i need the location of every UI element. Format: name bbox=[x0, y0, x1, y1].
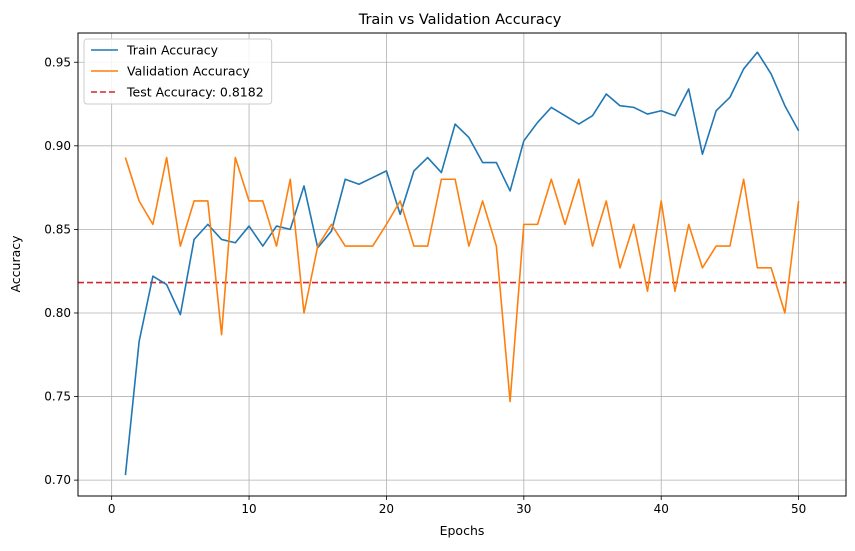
legend-label: Validation Accuracy bbox=[127, 64, 250, 79]
y-tick-label: 0.95 bbox=[44, 55, 71, 69]
x-tick-label: 10 bbox=[241, 502, 256, 516]
y-tick-label: 0.80 bbox=[44, 306, 71, 320]
validation-accuracy-line bbox=[124, 156, 800, 403]
y-tick-label: 0.75 bbox=[44, 390, 71, 404]
legend-box bbox=[83, 38, 273, 105]
legend-entry-train: Train Accuracy bbox=[91, 43, 219, 58]
legend-entry-validation: Validation Accuracy bbox=[91, 64, 250, 79]
x-axis-label: Epochs bbox=[440, 523, 485, 538]
x-tick-label: 0 bbox=[108, 502, 116, 516]
legend-label: Train Accuracy bbox=[126, 43, 219, 58]
y-tick-label: 0.85 bbox=[44, 222, 71, 236]
y-tick-label: 0.70 bbox=[44, 473, 71, 487]
x-tick-label: 50 bbox=[791, 502, 806, 516]
chart-title: Train vs Validation Accuracy bbox=[358, 12, 562, 28]
plot-area-frame bbox=[77, 32, 847, 497]
x-tick-label: 40 bbox=[654, 502, 669, 516]
legend-items: Train Accuracy Validation Accuracy Test Ac… bbox=[91, 43, 264, 100]
y-tick-label: 0.90 bbox=[44, 139, 71, 153]
train-accuracy-line bbox=[124, 51, 800, 476]
x-axis-ticks: 0 10 20 30 40 50 bbox=[108, 496, 806, 516]
y-axis-label: Accuracy bbox=[8, 235, 23, 293]
x-tick-label: 30 bbox=[516, 502, 531, 516]
legend: Train Accuracy Validation Accuracy Test Ac… bbox=[83, 38, 273, 105]
legend-entry-test: Test Accuracy: 0.8182 bbox=[91, 85, 264, 100]
x-tick-label: 20 bbox=[379, 502, 394, 516]
grid-lines bbox=[78, 33, 846, 496]
series-lines bbox=[124, 51, 800, 476]
legend-label: Test Accuracy: 0.8182 bbox=[126, 85, 264, 100]
y-axis-ticks: 0.70 0.75 0.80 0.85 0.90 0.95 bbox=[44, 55, 78, 487]
